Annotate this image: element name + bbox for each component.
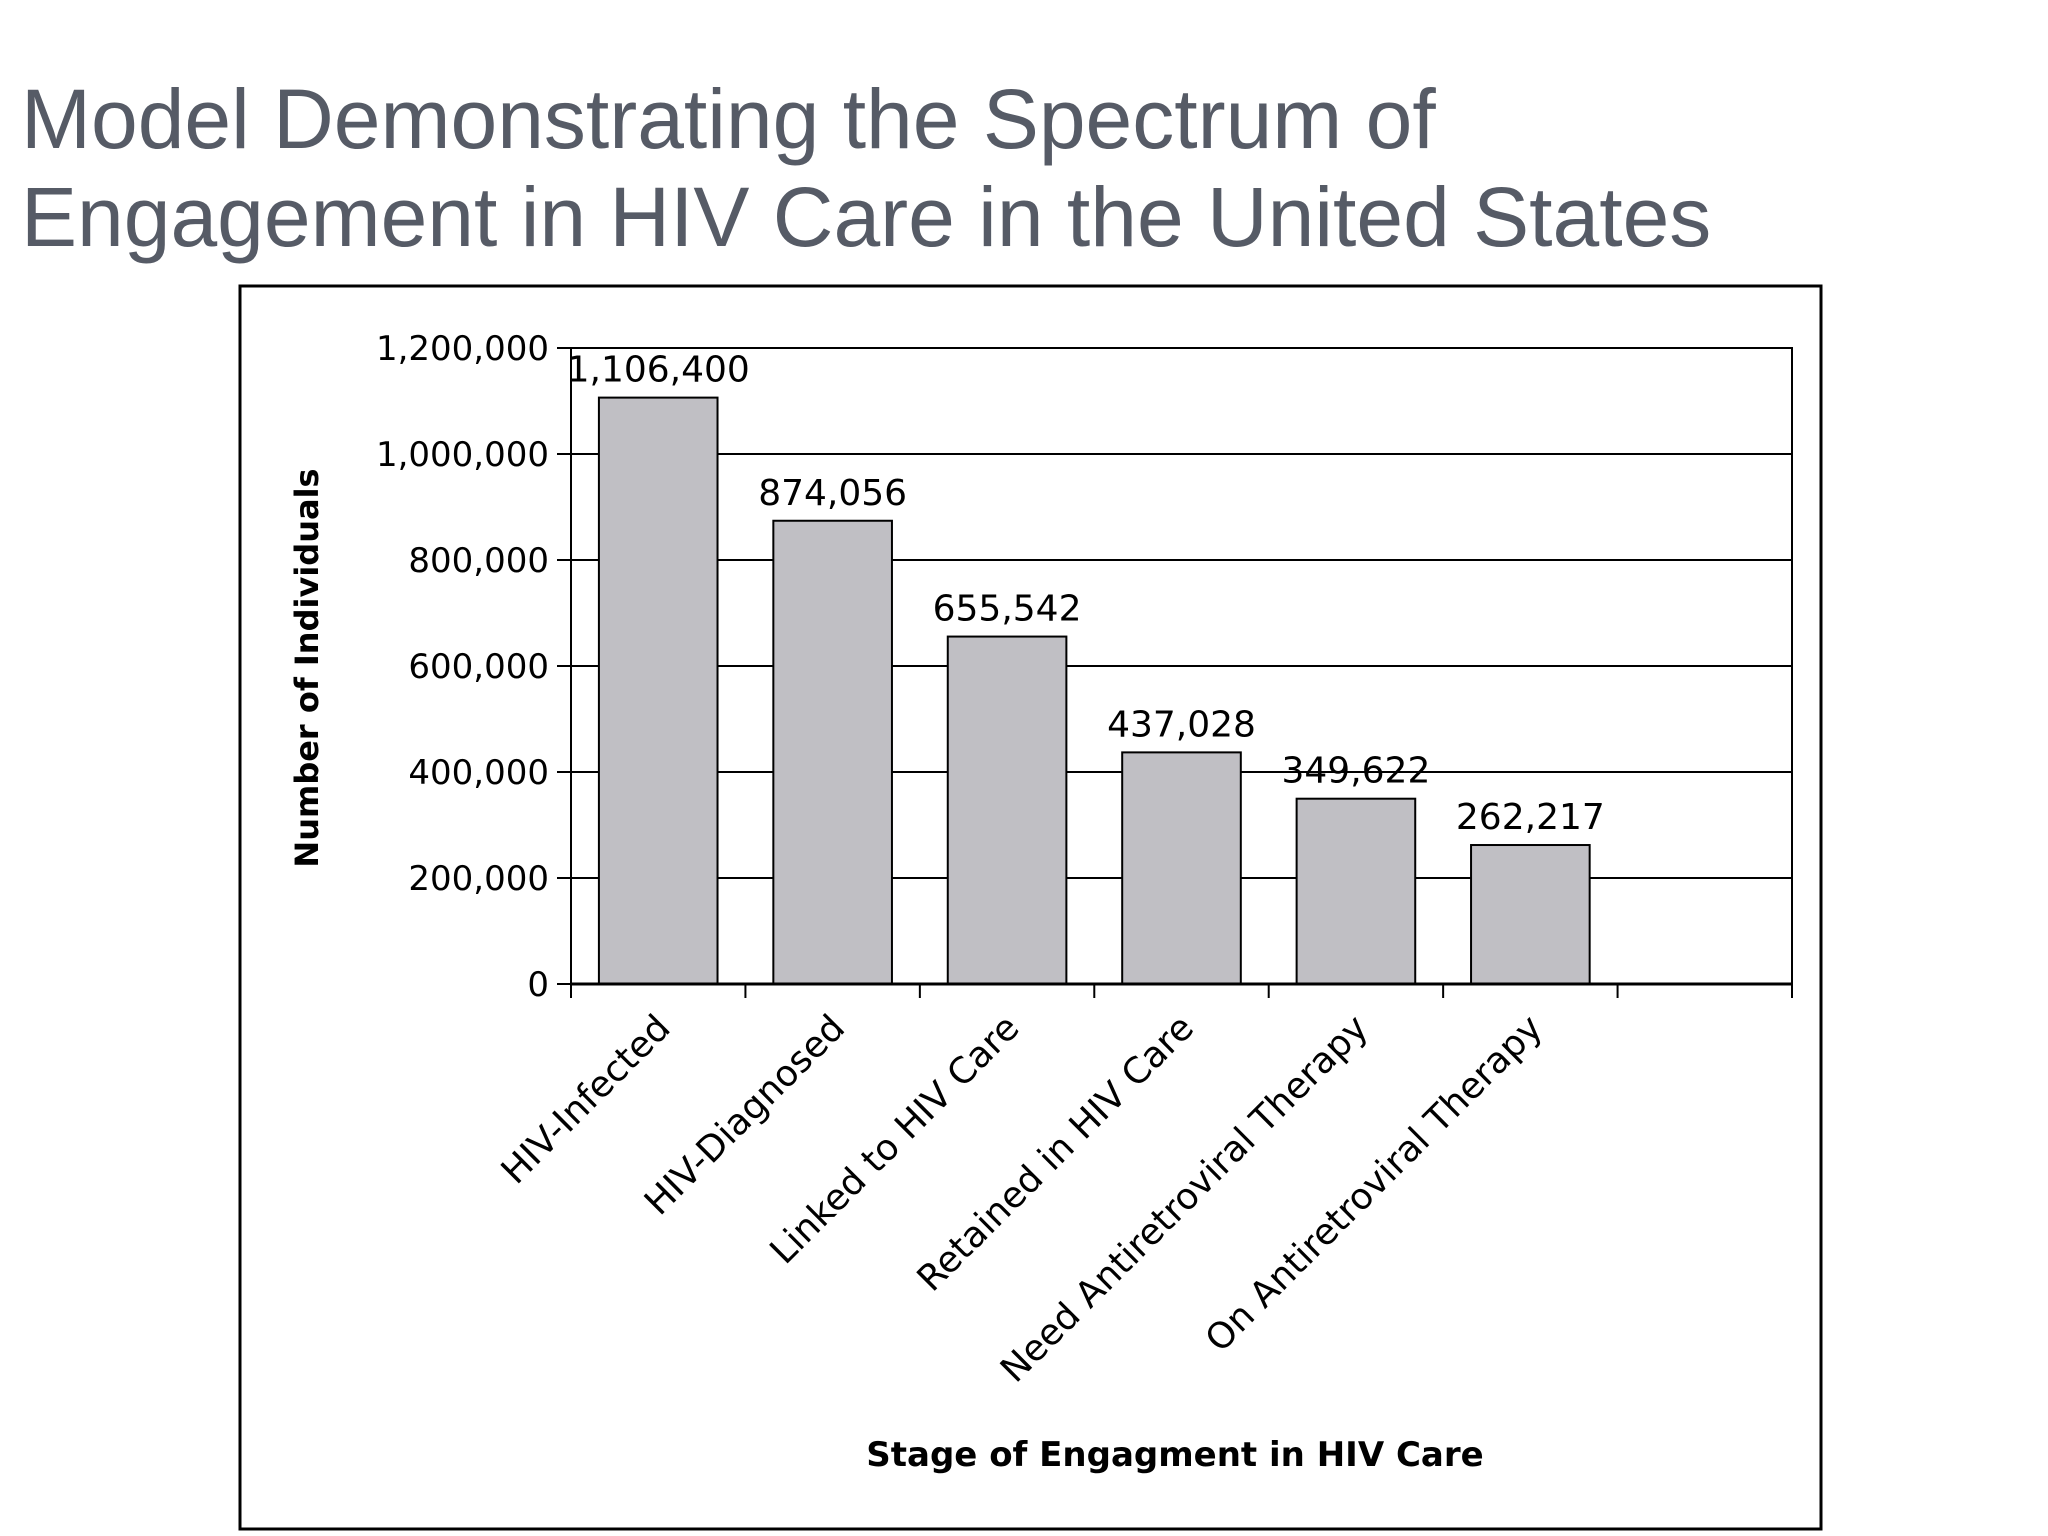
y-tick-label: 400,000 [408,753,549,793]
slide-title-line-1: Model Demonstrating the Spectrum of [21,72,1436,166]
bar-value-label: 874,056 [758,473,907,514]
axes [557,347,1793,998]
bar [597,396,719,986]
bar [1121,751,1242,986]
x-axis-title: Stage of Engagment in HIV Care [866,1435,1483,1475]
y-tick-label: 1,000,000 [376,435,549,475]
bars [597,396,1591,986]
bar-value-label: 655,542 [933,589,1082,630]
y-tick-label: 0 [527,965,549,1005]
bar [1470,844,1591,985]
bar [946,635,1068,985]
y-tick-label: 600,000 [408,647,549,687]
y-tick-label: 200,000 [408,859,549,899]
slide-title-line-2: Engagement in HIV Care in the United Sta… [21,170,1712,264]
bar-value-label: 349,622 [1281,751,1430,792]
bar-value-label: 1,106,400 [567,350,750,391]
bar-value-label: 262,217 [1456,797,1605,838]
bar-value-label: 437,028 [1107,704,1256,745]
bar [772,519,893,985]
y-axis-title: Number of Individuals [288,468,326,867]
y-tick-label: 800,000 [408,541,549,581]
slide-title: Model Demonstrating the Spectrum of Enga… [21,70,1921,266]
bar [1295,797,1417,985]
y-tick-label: 1,200,000 [376,329,549,369]
